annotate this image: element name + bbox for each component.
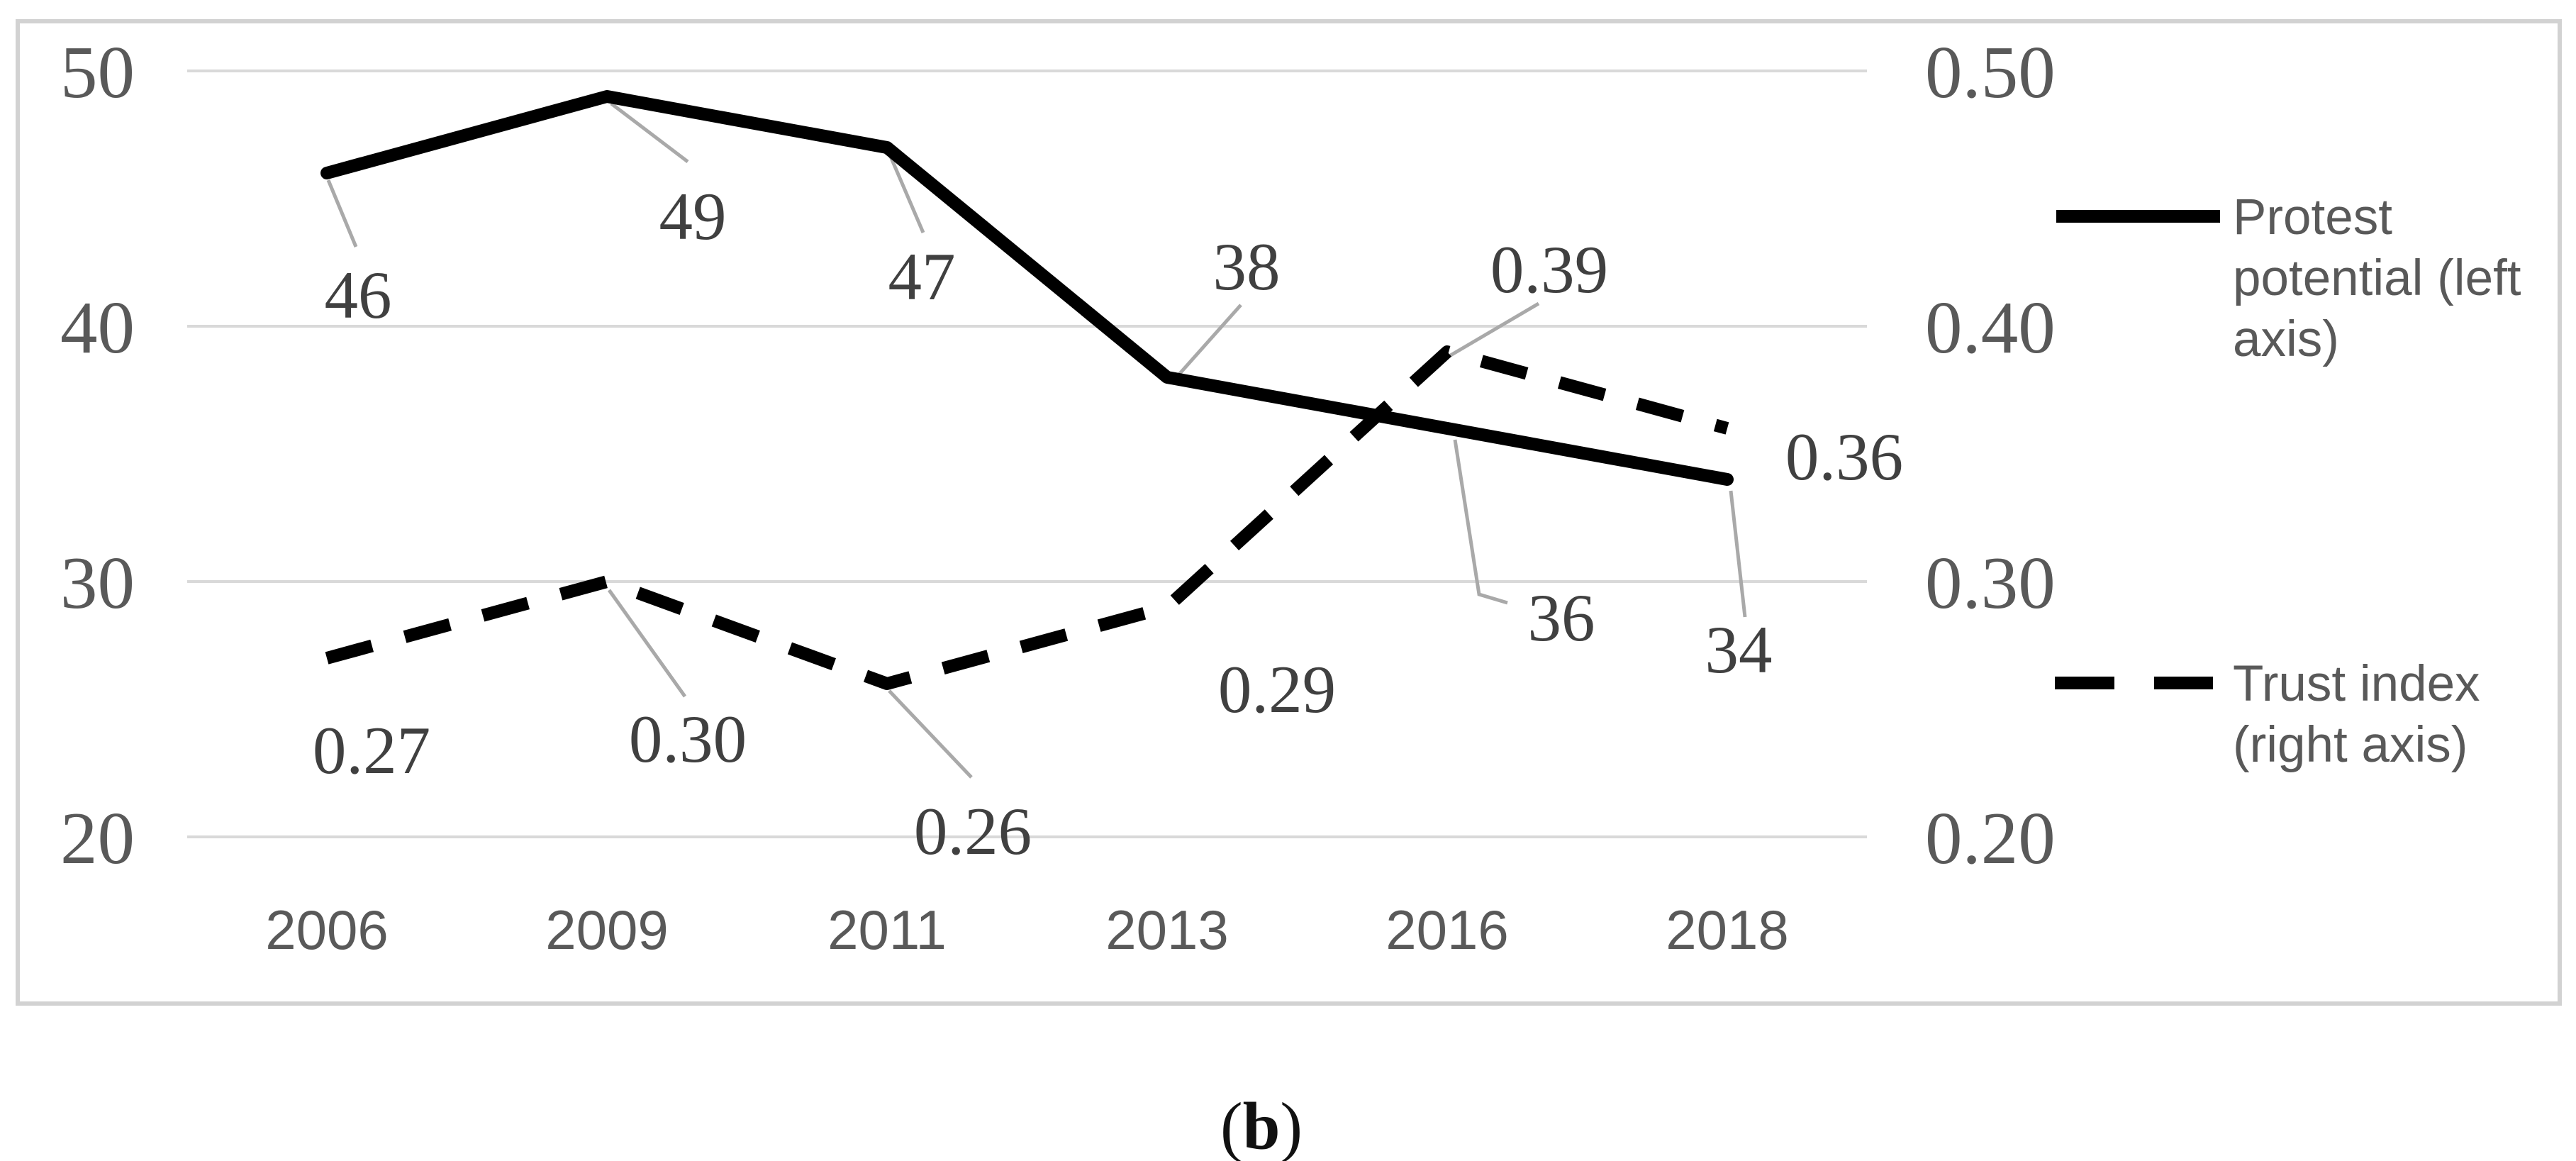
caption-paren: ( <box>1220 1089 1243 1161</box>
x-axis-label: 2013 <box>1105 899 1229 961</box>
data-label-protest-2013: 38 <box>1213 229 1281 304</box>
data-label-protest-2009: 49 <box>659 179 727 254</box>
legend-label-line: Protest <box>2233 189 2392 245</box>
x-axis-label: 2016 <box>1385 899 1509 961</box>
right-axis-tick: 0.50 <box>1925 30 2056 113</box>
panel-caption: (b) <box>1220 1089 1303 1161</box>
x-axis-label: 2011 <box>827 899 947 961</box>
data-label-trust-2011: 0.26 <box>914 794 1032 869</box>
data-label-protest-2011: 47 <box>888 239 956 314</box>
legend-label-line: Trust index <box>2233 656 2480 712</box>
caption-paren: ) <box>1280 1089 1303 1161</box>
left-axis-tick: 50 <box>60 30 135 113</box>
x-axis: 2006 2009 2011 2013 2016 2018 <box>265 899 1789 961</box>
data-label-protest-2006: 46 <box>325 257 392 333</box>
leader-49 <box>610 102 689 163</box>
right-axis-tick: 0.20 <box>1925 796 2056 879</box>
leader-46 <box>326 179 358 248</box>
left-axis-tick: 20 <box>60 796 135 879</box>
trust-data-labels: 0.27 0.30 0.26 0.29 0.39 0.36 <box>313 232 1903 869</box>
leader-36 <box>1453 439 1508 605</box>
data-label-trust-2009: 0.30 <box>629 701 747 777</box>
chart-legend: Protest potential (left axis) Trust inde… <box>2055 189 2521 773</box>
data-label-protest-2018: 34 <box>1705 612 1773 687</box>
legend-label-line: axis) <box>2233 311 2339 367</box>
leader-47 <box>887 152 925 233</box>
legend-label-line: (right axis) <box>2233 717 2468 773</box>
label-leader-lines <box>326 102 1747 779</box>
leader-0.39 <box>1448 301 1540 358</box>
leader-34 <box>1729 490 1747 618</box>
x-axis-label: 2009 <box>545 899 669 961</box>
trust-index-line <box>325 345 1729 690</box>
data-label-trust-2006: 0.27 <box>313 713 430 788</box>
left-axis: 50 40 30 20 <box>60 30 135 879</box>
right-axis-tick: 0.40 <box>1925 286 2056 369</box>
leader-38 <box>1170 304 1242 384</box>
gridlines <box>187 70 1867 838</box>
leader-0.30 <box>607 589 687 698</box>
legend-label-line: potential (left <box>2233 250 2521 306</box>
x-axis-label: 2006 <box>265 899 389 961</box>
leader-0.26 <box>888 689 973 779</box>
chart-frame <box>16 19 2562 1006</box>
protest-data-labels: 46 49 47 38 36 34 <box>325 179 1773 687</box>
data-label-protest-2016: 36 <box>1528 580 1595 655</box>
left-axis-tick: 40 <box>60 286 135 369</box>
x-axis-label: 2018 <box>1666 899 1789 961</box>
right-axis: 0.50 0.40 0.30 0.20 <box>1925 30 2056 879</box>
legend-item-protest: Protest potential (left axis) <box>2056 189 2521 367</box>
data-label-trust-2018: 0.36 <box>1785 419 1903 494</box>
data-label-trust-2013: 0.29 <box>1218 652 1336 727</box>
legend-item-trust: Trust index (right axis) <box>2055 656 2480 773</box>
protest-potential-line <box>320 90 1734 486</box>
left-axis-tick: 30 <box>60 541 135 624</box>
right-axis-tick: 0.30 <box>1925 541 2056 624</box>
data-label-trust-2016: 0.39 <box>1490 232 1608 307</box>
caption-letter: b <box>1243 1089 1281 1161</box>
